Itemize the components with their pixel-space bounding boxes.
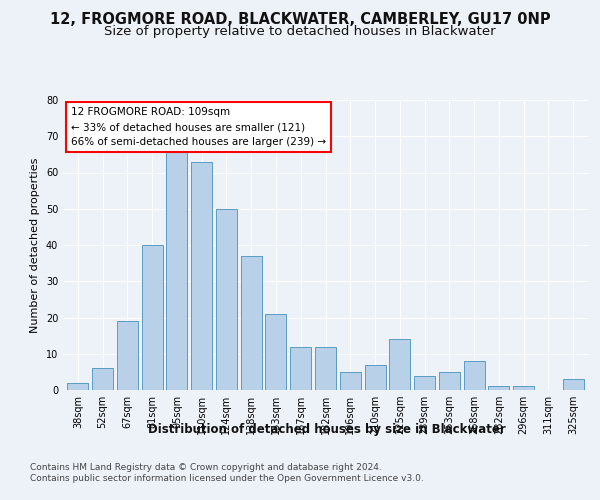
Bar (315, 346, 336, 390)
Text: 12 FROGMORE ROAD: 109sqm
← 33% of detached houses are smaller (121)
66% of semi-: 12 FROGMORE ROAD: 109sqm ← 33% of detach… (71, 108, 326, 147)
Text: Distribution of detached houses by size in Blackwater: Distribution of detached houses by size … (148, 422, 506, 436)
Bar (414, 376, 435, 390)
Bar (265, 314, 286, 390)
Bar (67, 383, 88, 390)
Bar (513, 386, 534, 390)
Bar (117, 321, 138, 390)
Bar (340, 372, 361, 390)
Bar (290, 346, 311, 390)
Bar (166, 151, 187, 390)
Text: Size of property relative to detached houses in Blackwater: Size of property relative to detached ho… (104, 25, 496, 38)
Y-axis label: Number of detached properties: Number of detached properties (30, 158, 40, 332)
Text: Contains public sector information licensed under the Open Government Licence v3: Contains public sector information licen… (30, 474, 424, 483)
Bar (389, 339, 410, 390)
Bar (464, 361, 485, 390)
Bar (191, 162, 212, 390)
Bar (241, 256, 262, 390)
Text: Contains HM Land Registry data © Crown copyright and database right 2024.: Contains HM Land Registry data © Crown c… (30, 462, 382, 471)
Bar (488, 386, 509, 390)
Bar (439, 372, 460, 390)
Bar (216, 209, 237, 390)
Bar (142, 245, 163, 390)
Bar (563, 379, 584, 390)
Bar (365, 364, 386, 390)
Text: 12, FROGMORE ROAD, BLACKWATER, CAMBERLEY, GU17 0NP: 12, FROGMORE ROAD, BLACKWATER, CAMBERLEY… (50, 12, 550, 28)
Bar (92, 368, 113, 390)
